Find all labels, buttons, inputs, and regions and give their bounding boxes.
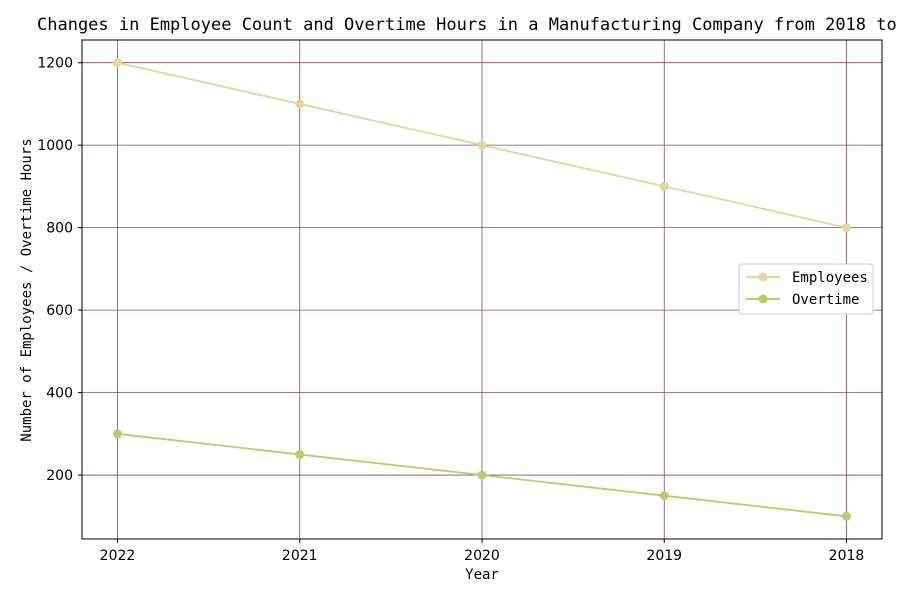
data-point-employees [659, 181, 669, 191]
x-tick-label: 2021 [282, 548, 318, 564]
x-tick-label: 2019 [646, 548, 682, 564]
data-point-employees [477, 140, 487, 150]
data-point-overtime [659, 491, 669, 501]
legend-label-employees: Employees [792, 270, 868, 286]
data-point-overtime [113, 429, 122, 439]
x-tick-label: 2022 [100, 548, 136, 564]
data-point-employees [295, 99, 305, 109]
chart-title: Changes in Employee Count and Overtime H… [37, 15, 900, 35]
data-point-overtime [842, 511, 851, 521]
x-axis-label: Year [465, 567, 499, 583]
ticks: 2022 2021 2020 2019 2018 200 400 600 800 1000 1200 [37, 56, 864, 564]
y-tick-label: 200 [46, 468, 73, 484]
y-tick-label: 1000 [37, 138, 73, 154]
data-point-employees [842, 223, 851, 233]
legend: Employees Overtime [738, 263, 874, 315]
data-point-employees [113, 58, 122, 68]
data-point-overtime [477, 470, 487, 480]
y-axis-label: Number of Employees / Overtime Hours [19, 138, 35, 441]
data-point-overtime [295, 449, 305, 459]
y-tick-label: 400 [46, 386, 73, 402]
x-tick-label: 2020 [464, 548, 500, 564]
series-layer [113, 58, 851, 521]
legend-label-overtime: Overtime [792, 292, 859, 308]
x-tick-label: 2018 [829, 548, 865, 564]
y-tick-label: 600 [46, 303, 73, 319]
y-tick-label: 1200 [37, 56, 73, 72]
y-tick-label: 800 [46, 221, 73, 237]
legend-marker-employees [758, 272, 768, 282]
legend-marker-overtime [758, 294, 768, 304]
